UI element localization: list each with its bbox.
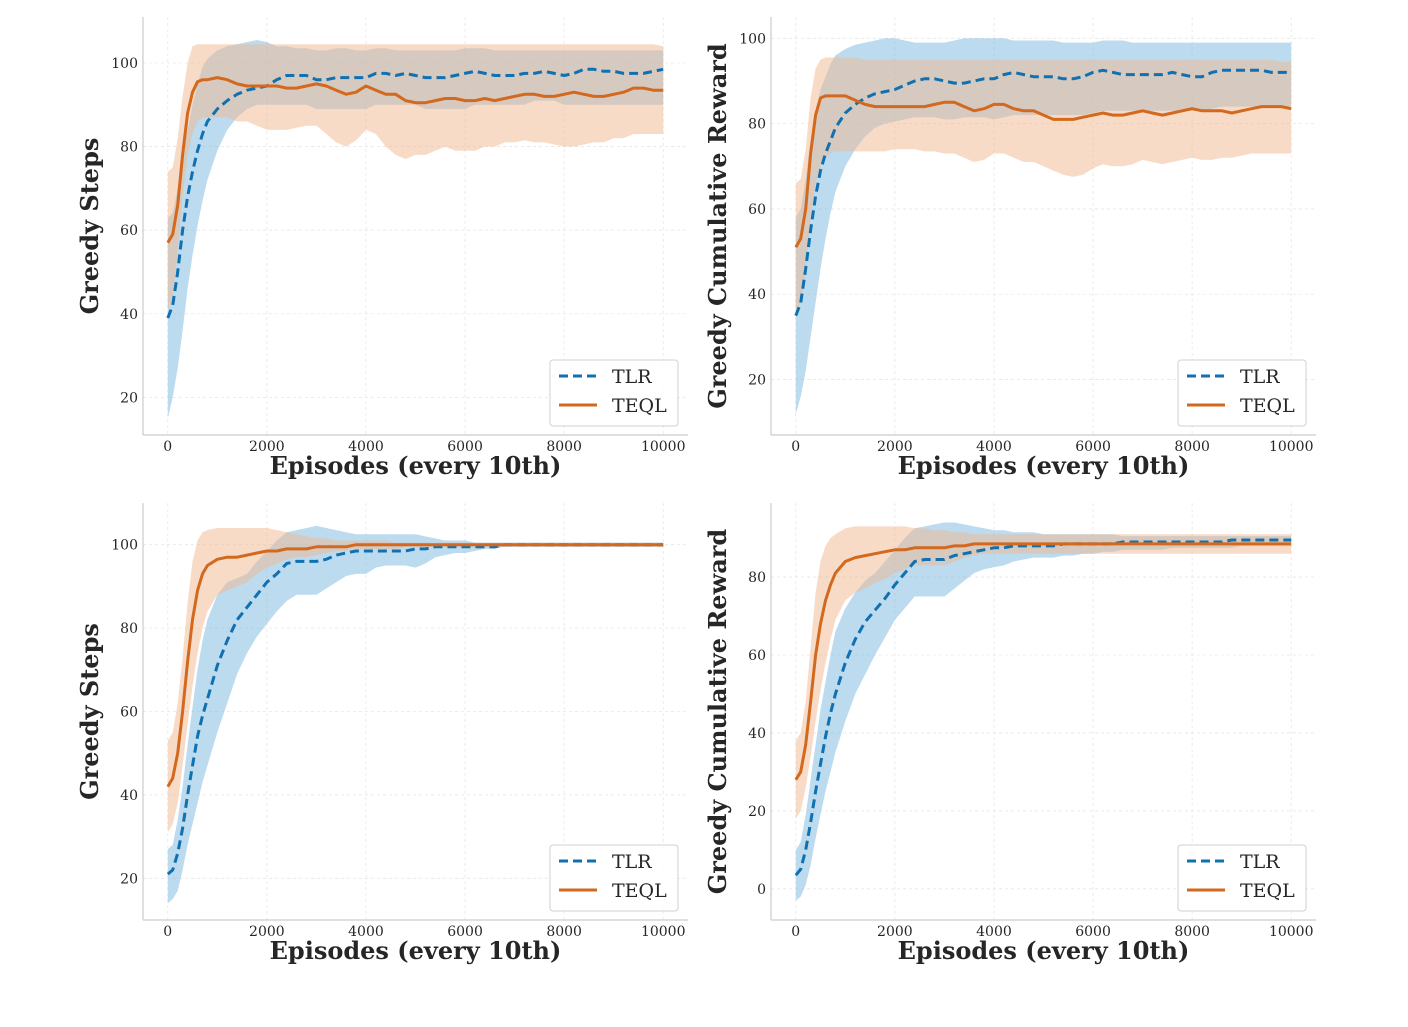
- y-tick-label: 80: [748, 117, 766, 133]
- x-tick-label: 6000: [1075, 924, 1111, 940]
- band-teql: [795, 526, 1292, 819]
- legend-label-teql: TEQL: [612, 395, 667, 417]
- legend-label-tlr: TLR: [612, 366, 652, 388]
- band-teql: [167, 528, 664, 833]
- legend: TLR TEQL: [549, 844, 679, 912]
- chart-panel-4: 0 2000 4000 6000 8000 10000 0 20 40 60 80 Episodes …: [703, 503, 1316, 965]
- x-tick-label: 8000: [546, 439, 582, 455]
- x-tick-label: 6000: [447, 439, 483, 455]
- legend-label-tlr: TLR: [612, 851, 652, 873]
- x-tick-label: 6000: [447, 924, 483, 940]
- chart-panel-1: 0 2000 4000 6000 8000 10000 20 40 60 80 100 Episode…: [75, 17, 688, 480]
- x-tick-label: 2000: [249, 439, 285, 455]
- y-axis-title: Greedy Steps: [75, 623, 104, 800]
- band-teql: [795, 57, 1292, 312]
- y-tick-label: 60: [120, 223, 138, 239]
- chart-panel-2: 0 2000 4000 6000 8000 10000 20 40 60 80 100 Episode…: [703, 17, 1316, 480]
- y-axis-title: Greedy Steps: [75, 138, 104, 315]
- x-tick-label: 4000: [348, 439, 384, 455]
- band-teql: [167, 44, 664, 310]
- series-line-teql: [794, 542, 1292, 781]
- y-tick-label: 20: [748, 804, 766, 820]
- y-tick-label: 100: [111, 56, 138, 72]
- y-tick-label: 0: [757, 882, 766, 898]
- x-tick-label: 2000: [249, 924, 285, 940]
- y-tick-label: 20: [120, 871, 138, 887]
- y-tick-label: 100: [739, 31, 766, 47]
- series-line-tlr: [794, 68, 1292, 317]
- x-tick-label: 2000: [877, 439, 913, 455]
- y-tick-label: 20: [748, 373, 766, 389]
- x-tick-label: 8000: [546, 924, 582, 940]
- legend-label-tlr: TLR: [1240, 366, 1280, 388]
- x-tick-label: 8000: [1174, 924, 1210, 940]
- series-line-teql: [166, 76, 664, 244]
- legend-label-teql: TEQL: [1240, 395, 1295, 417]
- legend-label-teql: TEQL: [1240, 880, 1295, 902]
- y-tick-label: 20: [120, 390, 138, 406]
- y-tick-label: 40: [748, 287, 766, 303]
- x-tick-label: 0: [791, 924, 800, 940]
- x-tick-label: 4000: [976, 439, 1012, 455]
- x-tick-label: 10000: [1269, 924, 1314, 940]
- y-tick-label: 80: [120, 621, 138, 637]
- chart-panel-3: 0 2000 4000 6000 8000 10000 20 40 60 80 100 Episode…: [75, 503, 688, 965]
- y-tick-label: 100: [111, 538, 138, 554]
- x-tick-label: 10000: [641, 439, 686, 455]
- series-line-tlr: [794, 538, 1292, 877]
- y-tick-label: 40: [120, 307, 138, 323]
- legend: TLR TEQL: [1177, 844, 1307, 912]
- x-tick-label: 10000: [641, 924, 686, 940]
- x-axis-title: Episodes (every 10th): [898, 936, 1190, 965]
- x-tick-label: 2000: [877, 924, 913, 940]
- x-axis-title: Episodes (every 10th): [898, 451, 1190, 480]
- x-tick-label: 6000: [1075, 439, 1111, 455]
- x-tick-label: 10000: [1269, 439, 1314, 455]
- y-axis-title: Greedy Cumulative Reward: [703, 529, 732, 895]
- x-tick-label: 0: [791, 439, 800, 455]
- x-tick-label: 4000: [976, 924, 1012, 940]
- x-tick-label: 8000: [1174, 439, 1210, 455]
- y-tick-label: 60: [748, 648, 766, 664]
- series-line-tlr: [166, 67, 664, 319]
- series-line-teql: [166, 543, 664, 788]
- x-tick-label: 4000: [348, 924, 384, 940]
- y-tick-label: 80: [748, 570, 766, 586]
- y-tick-label: 60: [120, 705, 138, 721]
- y-tick-label: 60: [748, 202, 766, 218]
- x-tick-label: 0: [163, 924, 172, 940]
- y-tick-label: 80: [120, 140, 138, 156]
- x-tick-label: 0: [163, 439, 172, 455]
- x-axis-title: Episodes (every 10th): [270, 936, 562, 965]
- x-axis-title: Episodes (every 10th): [270, 451, 562, 480]
- series-line-teql: [794, 94, 1292, 249]
- legend-label-teql: TEQL: [612, 880, 667, 902]
- legend: TLR TEQL: [1177, 359, 1307, 427]
- legend: TLR TEQL: [549, 359, 679, 427]
- y-tick-label: 40: [120, 788, 138, 804]
- y-axis-title: Greedy Cumulative Reward: [703, 43, 732, 409]
- y-tick-label: 40: [748, 726, 766, 742]
- legend-label-tlr: TLR: [1240, 851, 1280, 873]
